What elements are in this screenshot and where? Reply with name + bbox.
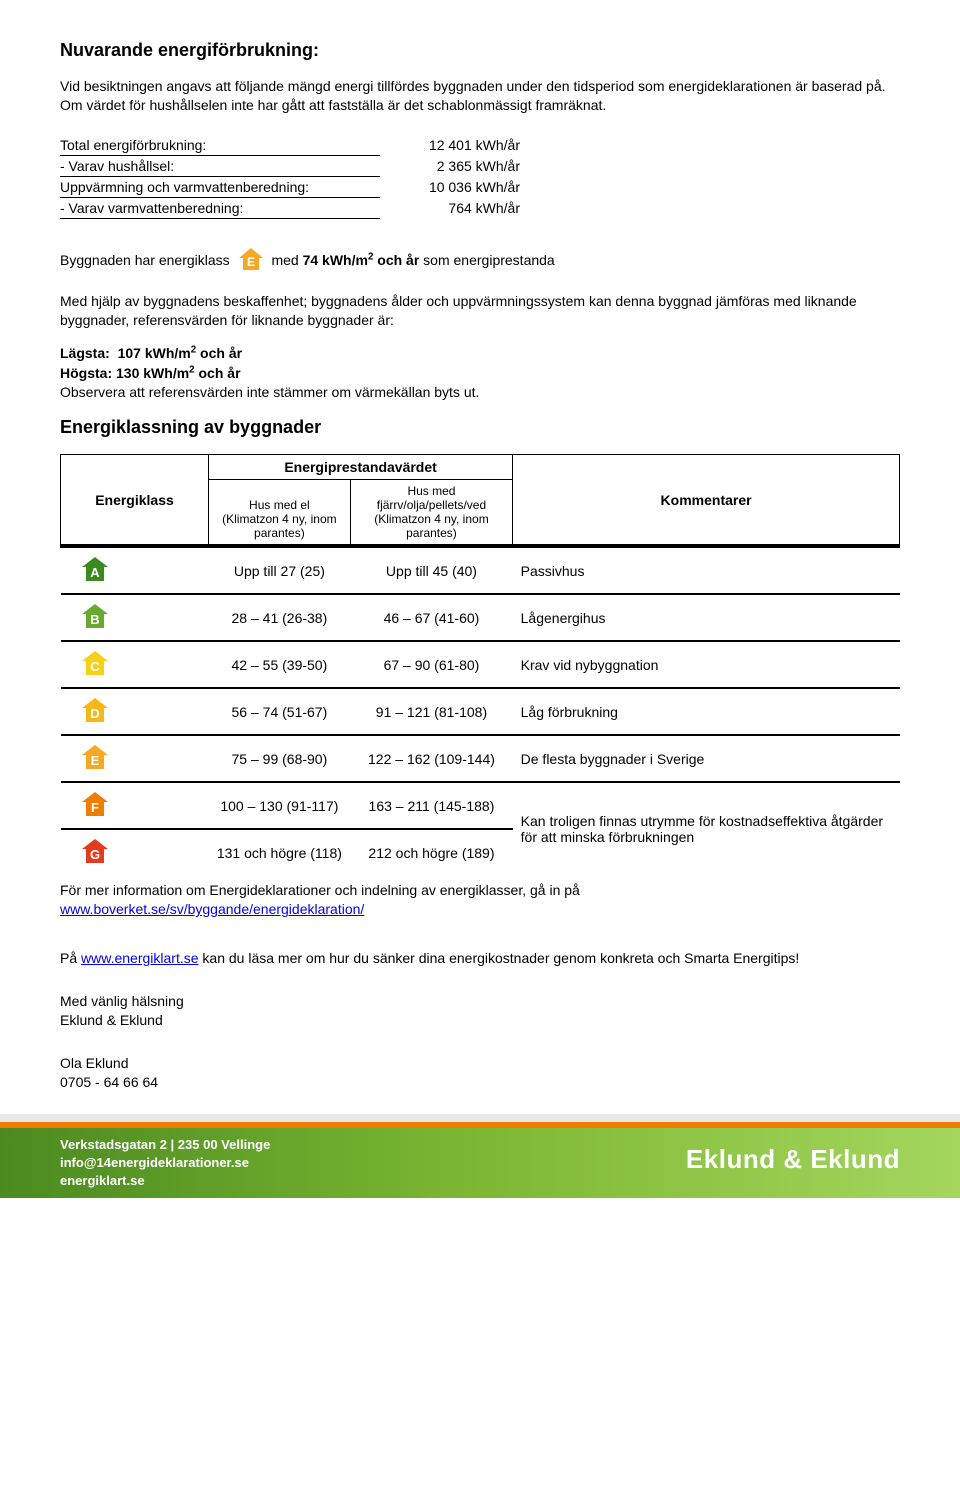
svg-text:D: D (90, 706, 99, 721)
el-value: 100 – 130 (91-117) (209, 782, 351, 829)
boverket-link[interactable]: www.boverket.se/sv/byggande/energideklar… (60, 901, 364, 917)
col-energiklass: Energiklass (61, 455, 209, 547)
classification-heading: Energiklassning av byggnader (60, 417, 900, 438)
el-value: Upp till 27 (25) (209, 546, 351, 594)
intro-text: Vid besiktningen angavs att följande män… (60, 77, 900, 115)
footer-bar: Verkstadsgatan 2 | 235 00 Vellinge info@… (0, 1122, 960, 1198)
fjarr-value: 67 – 90 (61-80) (350, 641, 512, 688)
comment-cell: Kan troligen finnas utrymme för kostnads… (513, 782, 900, 875)
table-row: Uppvärmning och varmvattenberedning:10 0… (60, 176, 520, 197)
signature: Ola Eklund 0705 - 64 66 64 (60, 1054, 900, 1092)
svg-text:F: F (91, 800, 99, 815)
class-F-icon: F (81, 804, 109, 820)
svg-text:E: E (90, 753, 99, 768)
table-row: A Upp till 27 (25)Upp till 45 (40)Passivh… (61, 546, 900, 594)
comment-cell: Krav vid nybyggnation (513, 641, 900, 688)
svg-text:E: E (247, 255, 255, 269)
comment-cell: Passivhus (513, 546, 900, 594)
fjarr-value: 46 – 67 (41-60) (350, 594, 512, 641)
page-title: Nuvarande energiförbrukning: (60, 40, 900, 61)
reference-values: Lägsta: 107 kWh/m2 och år Högsta: 130 kW… (60, 343, 900, 401)
class-C-icon: C (81, 663, 109, 679)
table-row: - Varav hushållsel:2 365 kWh/år (60, 155, 520, 176)
fjarr-value: 163 – 211 (145-188) (350, 782, 512, 829)
consumption-table: Total energiförbrukning:12 401 kWh/år- V… (60, 135, 520, 219)
table-row: E 75 – 99 (68-90)122 – 162 (109-144)De fl… (61, 735, 900, 782)
classification-table: Energiklass Energiprestandavärdet Kommen… (60, 454, 900, 875)
table-row: D 56 – 74 (51-67)91 – 121 (81-108)Låg för… (61, 688, 900, 735)
comment-cell: De flesta byggnader i Sverige (513, 735, 900, 782)
comparison-text: Med hjälp av byggnadens beskaffenhet; by… (60, 292, 900, 330)
footer-brand: Eklund & Eklund (686, 1144, 900, 1175)
el-value: 56 – 74 (51-67) (209, 688, 351, 735)
comment-cell: Lågenergihus (513, 594, 900, 641)
class-B-icon: B (81, 616, 109, 632)
class-A-icon: A (81, 569, 109, 585)
table-row: B 28 – 41 (26-38)46 – 67 (41-60)Lågenergi… (61, 594, 900, 641)
fjarr-value: 91 – 121 (81-108) (350, 688, 512, 735)
class-D-icon: D (81, 710, 109, 726)
fjarr-value: 212 och högre (189) (350, 829, 512, 875)
greeting: Med vänlig hälsning Eklund & Eklund (60, 992, 900, 1030)
svg-text:G: G (89, 847, 99, 862)
el-value: 28 – 41 (26-38) (209, 594, 351, 641)
table-row: - Varav varmvattenberedning:764 kWh/år (60, 197, 520, 218)
el-value: 42 – 55 (39-50) (209, 641, 351, 688)
svg-text:A: A (90, 565, 100, 580)
el-value: 131 och högre (118) (209, 829, 351, 875)
more-info-text: För mer information om Energideklaration… (60, 881, 900, 919)
el-value: 75 – 99 (68-90) (209, 735, 351, 782)
energy-class-statement: Byggnaden har energiklass E med 74 kWh/m… (60, 247, 900, 276)
table-row: Total energiförbrukning:12 401 kWh/år (60, 135, 520, 156)
table-row: F100 – 130 (91-117)163 – 211 (145-188)Ka… (61, 782, 900, 829)
energiklart-text: På www.energiklart.se kan du läsa mer om… (60, 949, 900, 968)
class-E-icon: E (81, 757, 109, 773)
class-G-icon: G (81, 851, 109, 867)
col-header: Energiprestandavärdet (209, 455, 513, 480)
comment-cell: Låg förbrukning (513, 688, 900, 735)
col-el: Hus med el(Klimatzon 4 ny, inom parantes… (209, 480, 351, 547)
energy-class-icon: E (238, 247, 264, 276)
footer-contact: Verkstadsgatan 2 | 235 00 Vellinge info@… (60, 1136, 270, 1191)
energiklart-link[interactable]: www.energiklart.se (81, 950, 199, 966)
svg-text:B: B (90, 612, 99, 627)
col-fjarr: Hus med fjärrv/olja/pellets/ved(Klimatzo… (350, 480, 512, 547)
col-comment: Kommentarer (513, 455, 900, 547)
table-row: C 42 – 55 (39-50)67 – 90 (61-80)Krav vid … (61, 641, 900, 688)
fjarr-value: Upp till 45 (40) (350, 546, 512, 594)
fjarr-value: 122 – 162 (109-144) (350, 735, 512, 782)
svg-text:C: C (90, 659, 100, 674)
